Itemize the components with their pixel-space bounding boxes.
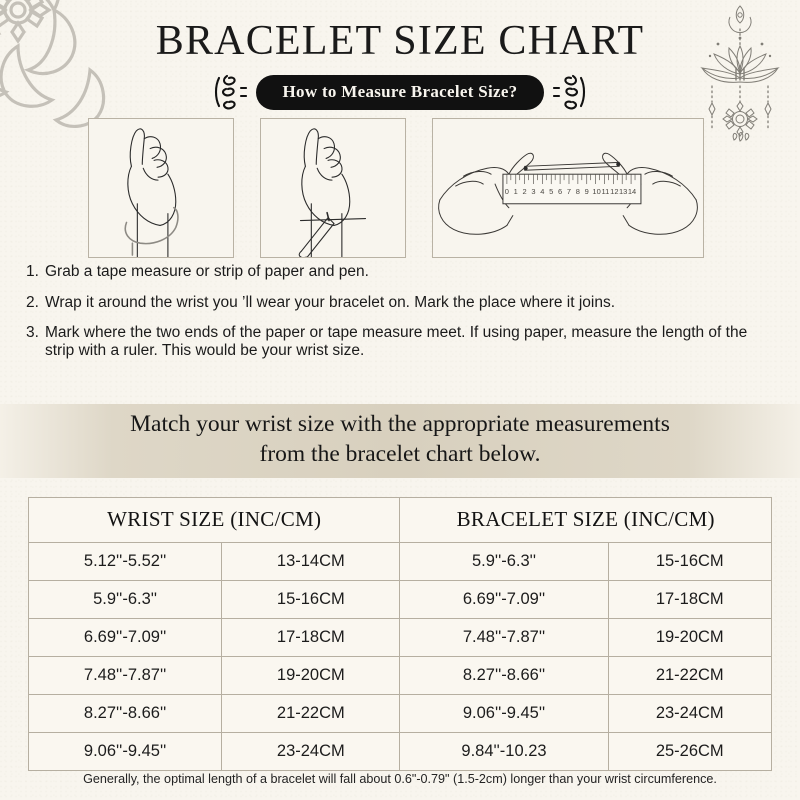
footnote-text: Generally, the optimal length of a brace… (83, 772, 717, 786)
step-number: 2. (26, 293, 39, 311)
cell-wrist-cm: 21-22CM (221, 694, 401, 733)
size-chart-table: WRIST SIZE (INC/CM) BRACELET SIZE (INC/C… (27, 497, 773, 771)
table-row: 7.48''-7.87'' 19-20CM 8.27''-8.66'' 21-2… (27, 656, 773, 695)
cell-bracelet-cm: 17-18CM (607, 580, 773, 619)
table-row: 5.12''-5.52'' 13-14CM 5.9''-6.3'' 15-16C… (27, 542, 773, 581)
cell-bracelet-inch: 6.69''-7.09'' (399, 580, 609, 619)
cell-wrist-inch: 5.9''-6.3'' (27, 580, 223, 619)
cell-bracelet-cm: 21-22CM (607, 656, 773, 695)
cell-wrist-inch: 5.12''-5.52'' (27, 542, 223, 581)
cell-bracelet-inch: 5.9''-6.3'' (399, 542, 609, 581)
cell-bracelet-cm: 23-24CM (607, 694, 773, 733)
banner-text: Match your wrist size with the appropria… (0, 409, 800, 469)
banner-background (0, 404, 800, 478)
list-item: 1. Grab a tape measure or strip of paper… (26, 263, 778, 281)
table-header-bracelet-size: BRACELET SIZE (INC/CM) (399, 497, 772, 543)
cell-bracelet-cm: 19-20CM (607, 618, 773, 657)
step-text: Grab a tape measure or strip of paper an… (45, 263, 369, 280)
cell-bracelet-cm: 15-16CM (607, 542, 773, 581)
cell-bracelet-inch: 9.06''-9.45'' (399, 694, 609, 733)
measurement-steps-list: 1. Grab a tape measure or strip of paper… (26, 263, 778, 372)
banner-line-2: from the bracelet chart below. (259, 441, 541, 468)
step-number: 1. (26, 263, 39, 280)
table-header-wrist-size: WRIST SIZE (INC/CM) (27, 497, 401, 543)
svg-text:0: 0 (505, 187, 509, 196)
svg-text:7: 7 (567, 187, 571, 196)
table-row: 9.06''-9.45'' 23-24CM 9.84''-10.23 25-26… (27, 732, 773, 771)
step-text: Mark where the two ends of the paper or … (45, 324, 748, 359)
cell-bracelet-inch: 8.27''-8.66'' (399, 656, 609, 695)
cell-wrist-inch: 8.27''-8.66'' (27, 694, 223, 733)
svg-text:2: 2 (523, 187, 527, 196)
list-item: 2. Wrap it around the wrist you ’ll wear… (26, 294, 778, 312)
lotus-crescent-moon-ornament (700, 5, 780, 142)
flourish-ornament-left (214, 74, 247, 110)
mandala-flower-ornament (0, 0, 106, 128)
list-item: 3. Mark where the two ends of the paper … (26, 324, 778, 359)
svg-text:8: 8 (576, 187, 580, 196)
cell-wrist-inch: 7.48''-7.87'' (27, 656, 223, 695)
cell-wrist-cm: 13-14CM (221, 542, 401, 581)
svg-text:1: 1 (514, 187, 518, 196)
step-text: Wrap it around the wrist you ’ll wear yo… (45, 293, 616, 311)
cell-wrist-cm: 19-20CM (221, 656, 401, 695)
size-chart-table-wrapper: WRIST SIZE (INC/CM) BRACELET SIZE (INC/C… (27, 497, 773, 771)
svg-text:13: 13 (619, 187, 627, 196)
cell-wrist-inch: 6.69''-7.09'' (27, 618, 223, 657)
step-number: 3. (26, 324, 39, 341)
cell-wrist-cm: 15-16CM (221, 580, 401, 619)
hand-with-tape-measure-illustration (88, 118, 234, 258)
svg-text:3: 3 (531, 187, 535, 196)
how-to-measure-badge: How to Measure Bracelet Size? (255, 74, 545, 110)
table-header-row: WRIST SIZE (INC/CM) BRACELET SIZE (INC/C… (27, 497, 772, 543)
banner-line-1: Match your wrist size with the appropria… (130, 411, 670, 437)
svg-text:9: 9 (585, 187, 589, 196)
flourish-ornament-right (553, 74, 586, 110)
svg-text:10: 10 (592, 187, 600, 196)
svg-text:14: 14 (628, 187, 636, 196)
cell-bracelet-cm: 25-26CM (607, 732, 773, 771)
cell-bracelet-inch: 9.84''-10.23 (399, 732, 609, 771)
svg-text:5: 5 (549, 187, 553, 196)
table-row: 8.27''-8.66'' 21-22CM 9.06''-9.45'' 23-2… (27, 694, 773, 733)
hand-marking-with-pen-illustration (260, 118, 406, 258)
page-title: BRACELET SIZE CHART (155, 18, 645, 64)
svg-text:12: 12 (610, 187, 618, 196)
table-row: 6.69''-7.09'' 17-18CM 7.48''-7.87'' 19-2… (27, 618, 773, 657)
svg-text:6: 6 (558, 187, 562, 196)
svg-text:4: 4 (540, 187, 544, 196)
cell-wrist-cm: 23-24CM (221, 732, 401, 771)
cell-wrist-cm: 17-18CM (221, 618, 401, 657)
svg-text:11: 11 (602, 187, 610, 196)
badge-row: How to Measure Bracelet Size? (0, 72, 800, 112)
cell-wrist-inch: 9.06''-9.45'' (27, 732, 223, 771)
table-row: 5.9''-6.3'' 15-16CM 6.69''-7.09'' 17-18C… (27, 580, 773, 619)
cell-bracelet-inch: 7.48''-7.87'' (399, 618, 609, 657)
